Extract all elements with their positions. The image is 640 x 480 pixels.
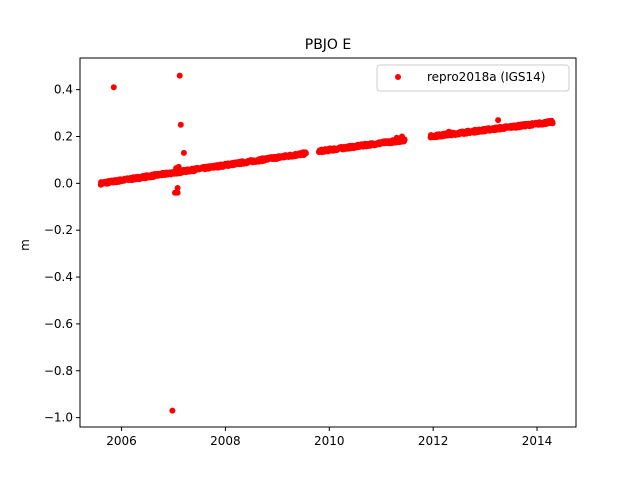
data-point xyxy=(110,84,117,91)
y-tick-label: 0.2 xyxy=(54,129,73,143)
data-point xyxy=(495,117,502,124)
chart-title: PBJO E xyxy=(305,37,352,53)
data-point xyxy=(393,134,400,141)
x-tick-label: 2012 xyxy=(418,434,449,448)
x-axis: 2006 2008 2010 2012 2014 xyxy=(106,427,552,448)
data-point xyxy=(302,150,309,157)
data-point xyxy=(174,189,181,196)
x-tick-label: 2006 xyxy=(106,434,137,448)
x-tick-label: 2014 xyxy=(522,434,553,448)
data-point xyxy=(399,133,405,140)
data-point xyxy=(174,185,181,191)
data-point xyxy=(173,165,180,172)
data-point xyxy=(176,72,183,79)
x-tick-label: 2008 xyxy=(210,434,241,448)
x-tick-label: 2010 xyxy=(314,434,345,448)
y-tick-label: 0.4 xyxy=(54,83,73,97)
y-axis-label: m xyxy=(18,239,32,251)
data-points xyxy=(97,72,556,414)
y-tick-label: −1.0 xyxy=(44,411,73,425)
plot-frame xyxy=(79,57,577,428)
legend-label: repro2018a (IGS14) xyxy=(427,70,545,84)
data-point xyxy=(225,160,231,167)
data-point xyxy=(169,407,176,414)
legend-marker xyxy=(395,74,401,80)
y-tick-label: −0.4 xyxy=(44,270,73,284)
data-point xyxy=(445,128,452,135)
data-point xyxy=(549,120,556,127)
data-point xyxy=(177,121,184,128)
y-axis: 0.4 0.2 0.0 −0.2 −0.4 −0.6 −0.8 −1.0 xyxy=(44,83,80,425)
y-tick-label: −0.6 xyxy=(44,317,73,331)
y-tick-label: −0.2 xyxy=(44,223,73,237)
legend-box xyxy=(376,64,570,92)
y-tick-label: −0.8 xyxy=(44,364,73,378)
data-point xyxy=(180,149,187,156)
y-tick-label: 0.0 xyxy=(54,176,73,190)
legend: repro2018a (IGS14) xyxy=(376,64,570,92)
